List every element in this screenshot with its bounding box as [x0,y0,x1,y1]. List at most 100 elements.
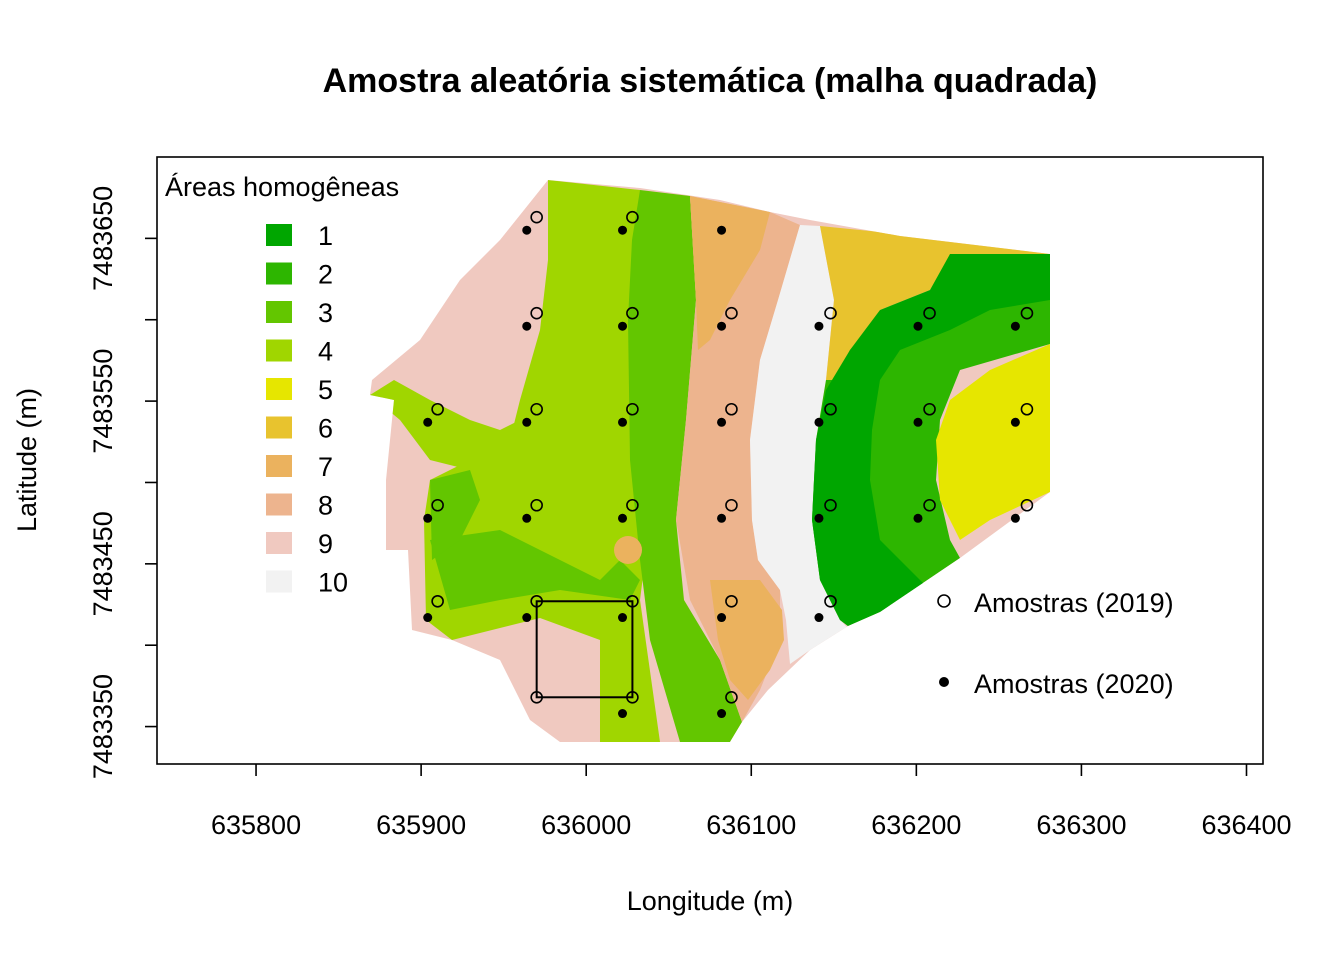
sample-2019-point [530,498,543,512]
x-tick-label: 636000 [541,810,631,840]
zone-legend-label: 9 [318,529,333,559]
x-tick-label: 636200 [871,810,961,840]
sample-2019-point [824,402,837,416]
sample-2019-point [923,306,936,320]
zone-3-area [628,190,742,742]
zone-legend-label: 8 [318,491,333,521]
sample-2020-point [717,613,727,623]
sample-2020-point [423,613,433,623]
sample-2019-point [725,690,738,704]
legend-2020-marker [939,677,949,687]
y-tick-label: 7483650 [88,186,118,291]
sample-2019-point [626,498,639,512]
x-tick-label: 635800 [211,810,301,840]
y-axis-label: Latitude (m) [12,388,42,532]
sample-2020-point [618,513,628,523]
sample-2019-point [1020,498,1034,512]
sample-2020-point [1010,513,1020,523]
sample-2020-point [1010,417,1020,427]
zone-10-area [750,225,848,664]
y-tick-label: 7483550 [88,349,118,454]
sample-2020-point [814,321,824,331]
zone-legend-label: 4 [318,337,333,367]
sample-2019-point [626,594,639,608]
y-tick-label: 7483350 [88,674,118,779]
sample-2019-point [626,690,639,704]
sample-2020-point [522,417,532,427]
zone-legend-label: 1 [318,221,333,251]
sample-2019-point [530,402,543,416]
zone-legend-label: 6 [318,414,333,444]
sample-2019-point [431,402,444,416]
sample-2019-point [530,210,543,224]
sample-2019-point [824,306,837,320]
zone-1-area [812,254,1050,626]
sample-2019-point [725,402,738,416]
sample-2019-point [626,210,639,224]
zones-legend-title: Áreas homogêneas [165,172,399,202]
map-title: Amostra aleatória sistemática (malha qua… [323,62,1098,100]
x-tick-label: 636100 [706,810,796,840]
x-tick-label: 635900 [376,810,466,840]
zone-legend-swatch [266,262,292,285]
zone-3-left [430,470,480,560]
zone-legend-swatch [266,493,292,516]
sample-2019-point [431,498,444,512]
zone-3-patches [430,530,640,610]
zone-legend-label: 10 [318,568,348,598]
zone-5-area [936,344,1050,540]
sample-2020-point [717,417,727,427]
sample-2020-point [423,417,433,427]
plot-frame [156,156,1264,765]
sample-2020-point [522,225,532,235]
sample-2019-point [725,306,738,320]
sample-2020-point [717,513,727,523]
sample-2020-point [618,417,628,427]
zone-legend-swatch [266,301,292,323]
zone-legend-swatch [266,416,292,439]
grid-cell-square [535,600,634,699]
sample-2019-point [530,594,543,608]
sample-2019-point [824,594,837,608]
sample-2020-point [618,321,628,331]
sample-2019-point [626,306,639,320]
legend-2020-label: Amostras (2020) [974,669,1174,699]
sample-2019-point [725,498,738,512]
sample-2020-point [913,321,923,331]
sample-2020-point [814,513,824,523]
sample-2019-point [1020,402,1034,416]
sample-2020-point [423,513,433,523]
sample-2020-point [1010,321,1020,331]
sample-2019-point [824,498,837,512]
x-axis-label: Longitude (m) [627,886,794,916]
sample-2020-point [717,225,727,235]
zone-legend-swatch [266,339,292,362]
zone-legend-swatch [266,378,292,400]
sample-2020-point [618,613,628,623]
y-tick-label: 7483450 [88,511,118,616]
x-tick-label: 636300 [1036,810,1126,840]
zone-7-bottom [710,580,784,700]
sample-2020-point [814,613,824,623]
zone-4-branch [370,380,530,470]
zone-7-patch [614,536,642,564]
sample-2020-point [717,709,727,719]
zone-legend-label: 5 [318,375,333,405]
zone-legend-swatch [266,570,292,593]
legend-2019-label: Amostras (2019) [974,588,1174,618]
zone-legend-label: 7 [318,452,333,482]
zone-7-top [690,196,770,350]
zone-legend-swatch [266,532,292,554]
homogeneous-zones-raster [370,180,1050,742]
sample-2020-point [522,321,532,331]
sample-2019-point [923,402,936,416]
sample-2019-point [626,402,639,416]
legend-2019-marker [937,594,951,608]
zone-legend-label: 3 [318,298,333,328]
sample-2020-point [814,417,824,427]
sample-2019-point [725,594,738,608]
x-tick-label: 636400 [1201,810,1291,840]
zone-legend-swatch [266,224,292,246]
sample-2020-point [913,513,923,523]
